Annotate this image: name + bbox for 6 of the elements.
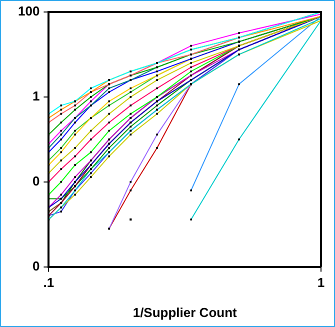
y-tick-label: 1: [32, 88, 40, 104]
y-tick-label: 0: [32, 173, 40, 188]
y-tick-label: 100: [18, 4, 40, 19]
y-tick-label: 0: [32, 258, 40, 274]
x-tick-label: .1: [43, 275, 54, 290]
x-axis-title: 1/Supplier Count: [132, 304, 238, 320]
